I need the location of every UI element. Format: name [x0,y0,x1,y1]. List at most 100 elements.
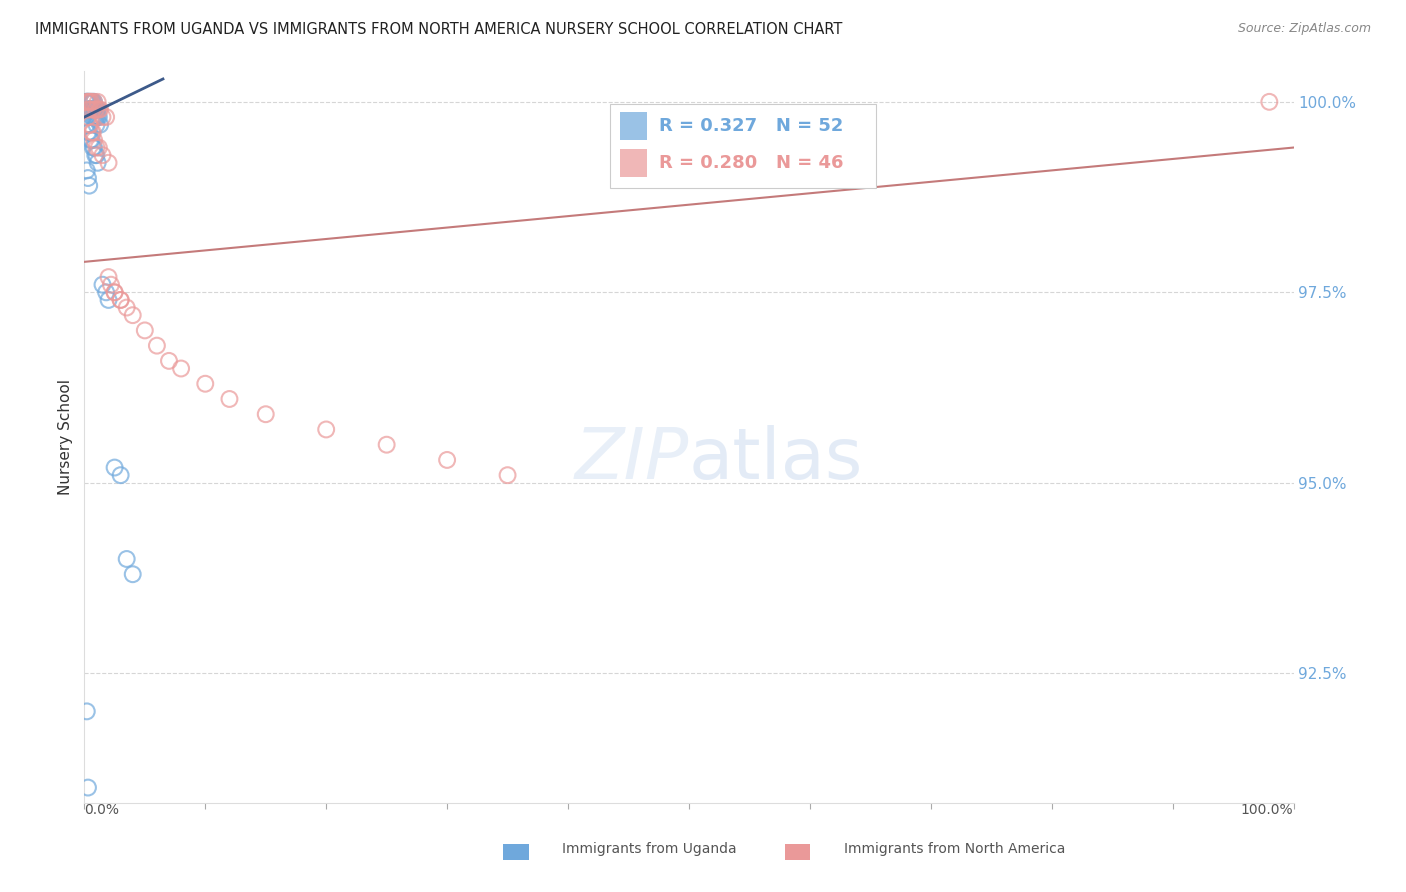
Point [121,308,143,322]
Point [375,438,398,452]
Point [80,125,103,139]
Point [77,103,100,117]
Point [76,118,98,132]
Point [84,110,107,124]
Point [80,95,103,109]
Text: IMMIGRANTS FROM UGANDA VS IMMIGRANTS FROM NORTH AMERICA NURSERY SCHOOL CORRELATI: IMMIGRANTS FROM UGANDA VS IMMIGRANTS FRO… [35,22,842,37]
Point [110,468,132,483]
Point [86,103,108,117]
Point [100,277,122,292]
Point [97,270,120,285]
Point [104,285,127,300]
Point [91,110,114,124]
Point [121,567,143,582]
Point [77,178,100,193]
Point [86,95,108,109]
FancyBboxPatch shape [610,104,876,188]
Point [83,95,105,109]
Point [91,148,114,162]
Point [86,155,108,169]
Point [77,780,100,795]
Point [77,95,100,109]
Text: atlas: atlas [689,425,863,493]
Text: Immigrants from Uganda: Immigrants from Uganda [562,842,737,856]
Point [254,407,277,421]
Bar [620,112,647,140]
Point [170,361,193,376]
Point [436,453,458,467]
Point [315,422,337,436]
Point [75,95,97,109]
Point [77,171,100,186]
Point [77,95,100,109]
Point [86,110,108,124]
Point [82,140,104,154]
Point [80,110,103,124]
Point [77,103,100,117]
Point [82,125,104,139]
Point [82,103,104,117]
Point [86,148,108,162]
Point [94,285,117,300]
Point [82,110,104,124]
Y-axis label: Nursery School: Nursery School [58,379,73,495]
Point [496,468,519,483]
Point [146,338,169,352]
Point [84,103,107,117]
Point [83,110,105,124]
Point [97,293,120,307]
Point [87,103,110,117]
Point [104,285,127,300]
Point [1258,95,1281,109]
Point [83,140,105,154]
Point [76,704,98,718]
Point [77,95,100,109]
Point [86,103,108,117]
Point [79,103,101,117]
Point [89,118,111,132]
Point [194,376,217,391]
Point [218,392,240,406]
Point [157,354,180,368]
Point [110,293,132,307]
Point [115,301,138,315]
Point [82,95,104,109]
Point [77,125,100,139]
Point [87,110,110,124]
Point [91,277,114,292]
Point [83,103,105,117]
Point [110,293,132,307]
Point [76,163,98,178]
Point [77,103,100,117]
Point [80,103,103,117]
Bar [620,149,647,177]
Point [79,95,101,109]
Point [94,110,117,124]
Point [82,103,104,117]
Point [86,103,108,117]
Text: R = 0.327   N = 52: R = 0.327 N = 52 [659,117,844,136]
Point [76,95,98,109]
Point [87,140,110,154]
Point [134,323,156,337]
Point [76,95,98,109]
Point [77,125,100,139]
Point [77,95,100,109]
Text: 0.0%: 0.0% [84,803,120,817]
Point [97,155,120,169]
Point [84,148,107,162]
Point [79,103,101,117]
Text: R = 0.280   N = 46: R = 0.280 N = 46 [659,153,844,172]
Text: ZIP: ZIP [575,425,689,493]
Point [79,118,101,132]
Point [86,140,108,154]
Point [104,460,127,475]
Point [77,103,100,117]
Point [83,133,105,147]
Point [83,95,105,109]
Point [77,95,100,109]
Text: Immigrants from North America: Immigrants from North America [844,842,1064,856]
Point [89,103,111,117]
Point [76,95,98,109]
Point [86,110,108,124]
